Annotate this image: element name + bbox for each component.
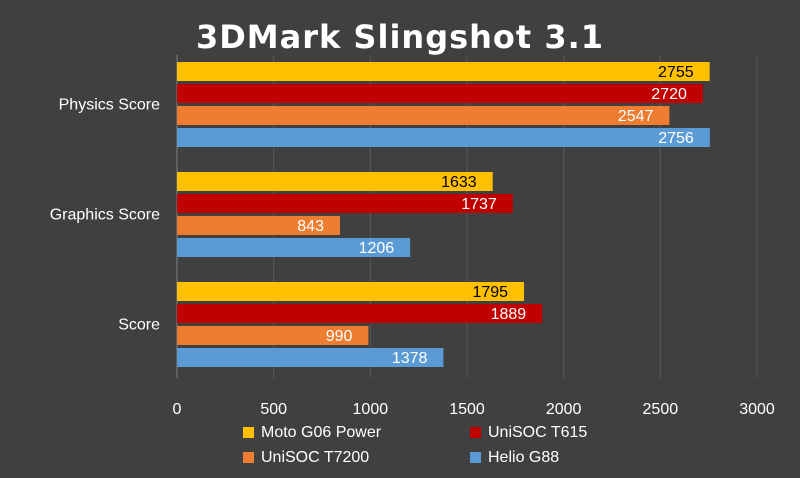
data-label: 1795 xyxy=(472,284,508,301)
data-label: 2547 xyxy=(618,108,654,125)
data-label: 1206 xyxy=(359,240,395,257)
legend-swatch xyxy=(243,452,254,463)
data-label: 990 xyxy=(326,328,353,345)
bar xyxy=(177,194,513,213)
bar xyxy=(177,62,710,81)
category-label: Graphics Score xyxy=(50,207,160,224)
data-label: 2756 xyxy=(658,130,694,147)
x-tick-label: 0 xyxy=(173,401,182,418)
chart-title: 3DMark Slingshot 3.1 xyxy=(195,18,605,56)
legend-swatch xyxy=(470,427,481,438)
data-label: 1889 xyxy=(491,306,527,323)
x-tick-label: 500 xyxy=(260,401,287,418)
bar xyxy=(177,326,369,345)
x-tick-label: 3000 xyxy=(739,401,775,418)
category-label: Score xyxy=(118,317,160,334)
bar xyxy=(177,238,411,257)
x-tick-label: 1000 xyxy=(353,401,389,418)
x-tick-label: 2000 xyxy=(546,401,582,418)
category-label: Physics Score xyxy=(59,97,160,114)
x-tick-label: 1500 xyxy=(449,401,485,418)
legend-label: UniSOC T7200 xyxy=(261,449,369,466)
bar xyxy=(177,128,710,147)
bar xyxy=(177,106,670,125)
legend-label: Helio G88 xyxy=(488,449,559,466)
legend-label: Moto G06 Power xyxy=(261,424,382,441)
data-label: 1378 xyxy=(392,350,428,367)
data-label: 2755 xyxy=(658,64,694,81)
data-label: 843 xyxy=(297,218,324,235)
data-label: 1737 xyxy=(461,196,497,213)
legend-swatch xyxy=(243,427,254,438)
bar xyxy=(177,348,444,367)
data-label: 2720 xyxy=(651,86,687,103)
legend-label: UniSOC T615 xyxy=(488,424,587,441)
bar xyxy=(177,172,493,191)
bar xyxy=(177,282,525,301)
bar xyxy=(177,304,543,323)
bar xyxy=(177,216,340,235)
legend-swatch xyxy=(470,452,481,463)
data-label: 1633 xyxy=(441,174,477,191)
x-tick-label: 2500 xyxy=(643,401,679,418)
bar xyxy=(177,84,703,103)
